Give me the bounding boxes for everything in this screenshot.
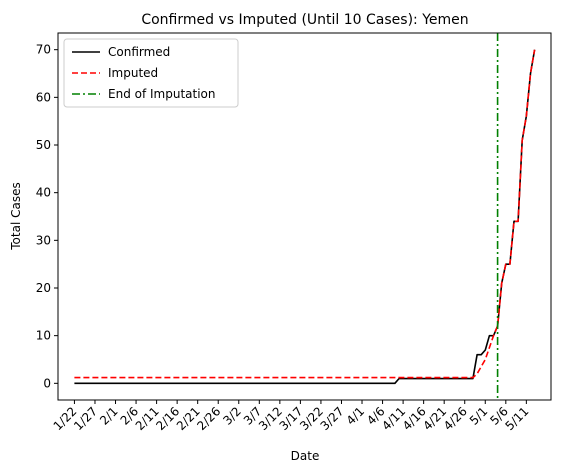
legend: Confirmed Imputed End of Imputation bbox=[63, 38, 239, 108]
y-tick-label: 20 bbox=[36, 281, 51, 295]
y-tick-label: 0 bbox=[43, 376, 51, 390]
legend-label: End of Imputation bbox=[108, 87, 216, 101]
y-tick-label: 40 bbox=[36, 186, 51, 200]
y-tick-label: 50 bbox=[36, 138, 51, 152]
chart-title: Confirmed vs Imputed (Until 10 Cases): Y… bbox=[141, 12, 468, 28]
y-tick-label: 70 bbox=[36, 43, 51, 57]
legend-label: Confirmed bbox=[108, 45, 170, 59]
plot-frame bbox=[57, 32, 552, 401]
y-axis-label: Total Cases bbox=[9, 182, 23, 250]
y-tick-label: 60 bbox=[36, 90, 51, 104]
legend-label: Imputed bbox=[108, 66, 158, 80]
legend-box bbox=[63, 38, 239, 108]
y-tick-label: 30 bbox=[36, 233, 51, 247]
series-line-imputed bbox=[74, 49, 536, 379]
y-tick-label: 10 bbox=[36, 329, 51, 343]
y-axis: 0 10 20 30 40 50 60 70 bbox=[36, 43, 58, 390]
x-axis-label: Date bbox=[291, 449, 320, 463]
plot-area bbox=[74, 33, 536, 400]
